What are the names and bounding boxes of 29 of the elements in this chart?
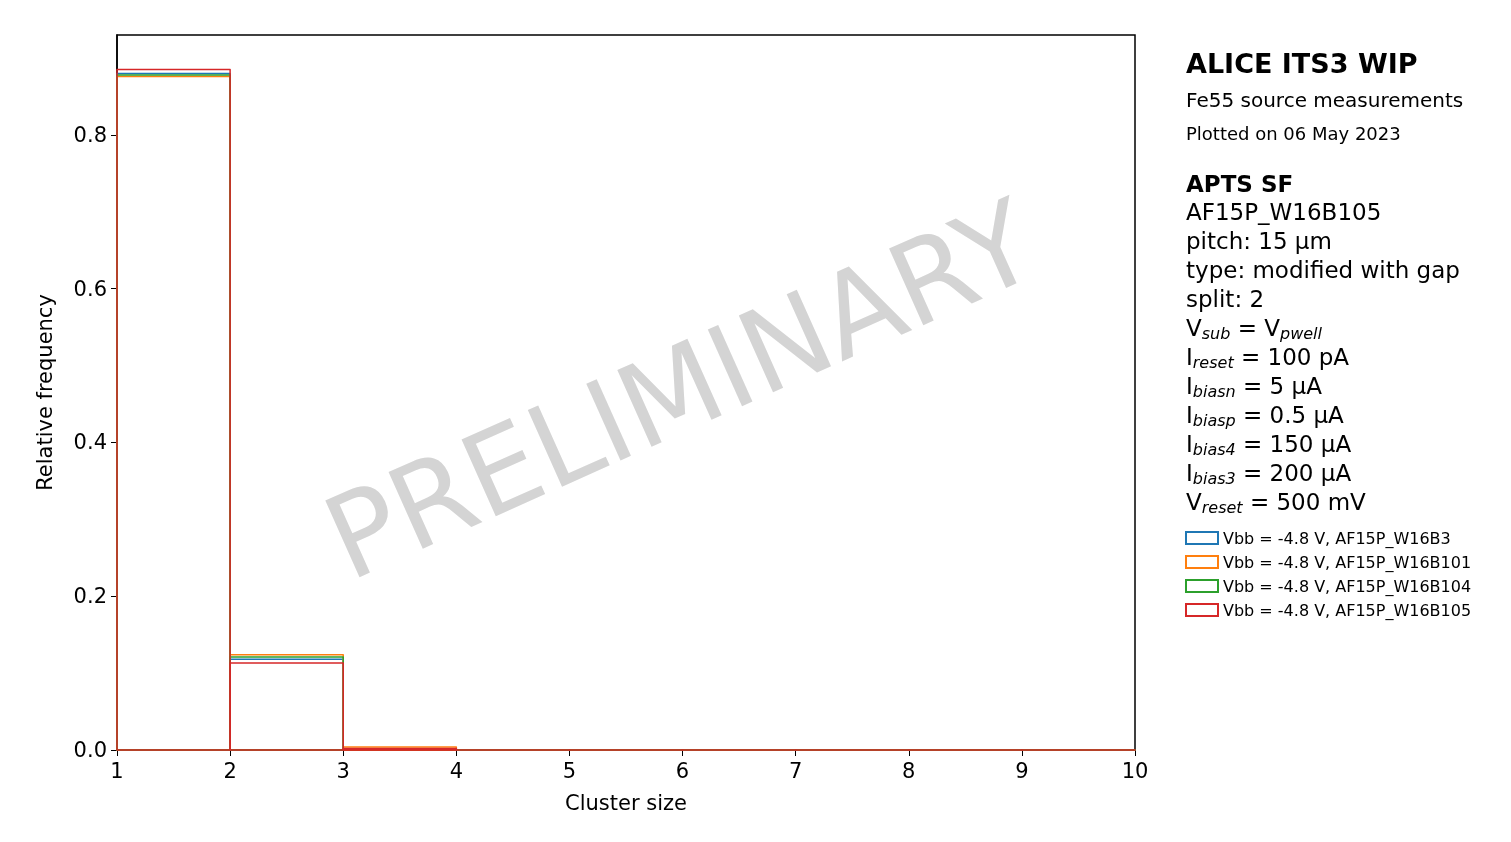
text: Fe55 source measurements	[1186, 88, 1464, 112]
y-tick-label: 0.6	[73, 276, 107, 301]
x-tick-label: 6	[675, 758, 690, 783]
y-tick-label: 0.2	[73, 584, 107, 609]
text: Plotted on 06 May 2023	[1186, 122, 1401, 144]
text: ALICE ITS3 WIP	[1186, 48, 1418, 79]
text: APTS SF	[1186, 170, 1294, 197]
legend-label: Vbb = -4.8 V, AF15P_W16B105	[1223, 600, 1472, 621]
x-tick-label: 10	[1121, 758, 1149, 783]
x-tick-label: 4	[449, 758, 464, 783]
x-axis-title: Cluster size	[565, 790, 687, 815]
y-tick-label: 0.4	[73, 430, 107, 455]
text: type: modified with gap	[1186, 256, 1460, 283]
legend-label: Vbb = -4.8 V, AF15P_W16B101	[1223, 552, 1472, 573]
x-tick-label: 9	[1015, 758, 1029, 783]
y-tick-label: 0.0	[73, 738, 107, 762]
text: AF15P_W16B105	[1186, 198, 1382, 225]
y-tick-label: 0.8	[73, 122, 107, 147]
x-tick-label: 5	[562, 758, 577, 783]
text: pitch: 15 µm	[1186, 227, 1332, 254]
y-axis-title: Relative frequency	[32, 294, 57, 491]
x-tick-label: 2	[223, 758, 237, 783]
x-tick-label: 7	[788, 758, 803, 783]
x-tick-label: 3	[336, 758, 350, 783]
text: split: 2	[1186, 285, 1265, 312]
legend-label: Vbb = -4.8 V, AF15P_W16B3	[1223, 528, 1451, 549]
legend-label: Vbb = -4.8 V, AF15P_W16B104	[1223, 576, 1472, 597]
x-tick-label: 1	[110, 758, 124, 783]
x-tick-label: 8	[902, 758, 916, 783]
